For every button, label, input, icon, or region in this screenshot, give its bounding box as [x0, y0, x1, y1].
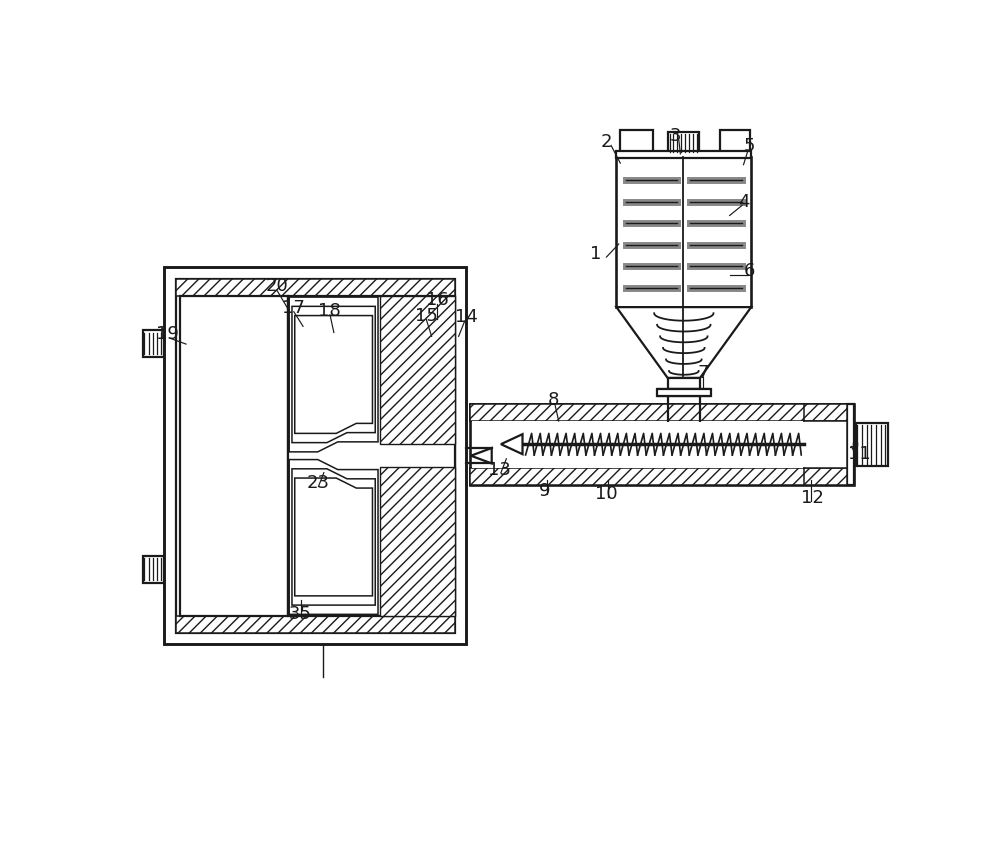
Text: 11: 11 — [848, 445, 870, 463]
Bar — [143, 556, 164, 583]
Bar — [856, 423, 888, 466]
Polygon shape — [501, 434, 523, 454]
Text: 12: 12 — [801, 489, 824, 507]
Bar — [470, 404, 854, 485]
Bar — [470, 468, 847, 485]
Text: 7: 7 — [698, 364, 709, 382]
Polygon shape — [616, 307, 751, 378]
Bar — [668, 378, 700, 388]
Bar — [474, 422, 807, 467]
Text: 8: 8 — [548, 392, 559, 409]
Bar — [804, 421, 847, 468]
Bar — [176, 616, 455, 633]
Text: 2: 2 — [601, 133, 612, 151]
Text: 9: 9 — [539, 482, 551, 500]
Text: 17: 17 — [282, 299, 304, 317]
Text: 19: 19 — [156, 325, 179, 343]
Polygon shape — [295, 316, 372, 433]
Bar — [720, 130, 750, 157]
Polygon shape — [295, 478, 372, 596]
Bar — [180, 295, 288, 616]
Polygon shape — [292, 469, 375, 605]
Bar — [472, 421, 847, 468]
Bar — [616, 157, 751, 307]
Bar — [470, 468, 811, 485]
Text: 16: 16 — [426, 291, 448, 309]
Text: 10: 10 — [595, 486, 618, 503]
Text: 15: 15 — [415, 306, 438, 325]
Text: 3: 3 — [670, 127, 681, 146]
Text: 20: 20 — [266, 277, 288, 295]
Bar — [380, 467, 455, 616]
Bar — [616, 151, 751, 157]
Text: 4: 4 — [738, 193, 749, 211]
Bar — [657, 388, 711, 397]
Polygon shape — [289, 459, 378, 614]
Text: 35: 35 — [288, 605, 311, 623]
Polygon shape — [471, 448, 492, 464]
Bar — [804, 404, 847, 421]
Polygon shape — [292, 306, 375, 442]
Bar — [804, 468, 847, 485]
Bar — [176, 278, 455, 633]
Text: 13: 13 — [488, 460, 511, 479]
Text: 1: 1 — [590, 245, 601, 263]
Bar — [288, 295, 455, 616]
Bar — [143, 330, 164, 357]
Bar — [164, 267, 466, 645]
Bar — [176, 278, 455, 295]
Bar — [470, 404, 811, 421]
Text: 5: 5 — [744, 137, 755, 155]
Bar — [847, 404, 854, 485]
Bar — [620, 130, 653, 157]
Bar — [658, 388, 709, 397]
Polygon shape — [289, 297, 378, 452]
Text: 14: 14 — [455, 308, 478, 326]
Bar — [668, 132, 699, 153]
Text: 6: 6 — [744, 262, 755, 280]
Bar — [470, 404, 847, 421]
Bar — [380, 295, 455, 444]
Text: 23: 23 — [307, 474, 330, 492]
Text: 18: 18 — [318, 302, 341, 320]
